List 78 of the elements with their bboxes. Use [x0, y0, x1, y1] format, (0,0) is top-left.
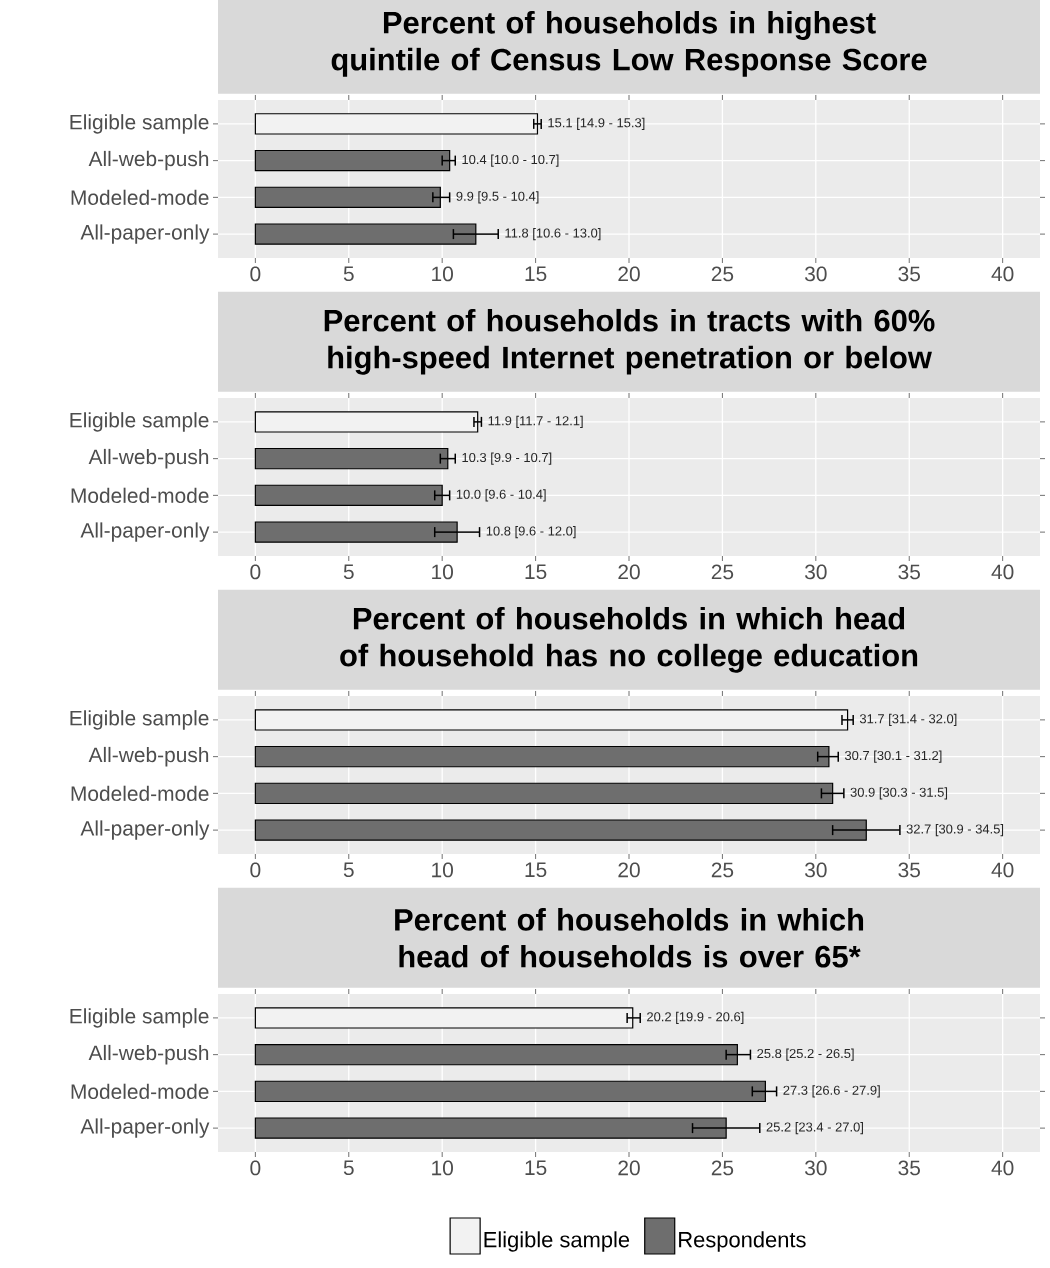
y-tick-label: Modeled-mode: [71, 1083, 209, 1100]
y-tick-label: All-web-push: [88, 746, 209, 767]
data-label: 9.9 [9.5 - 10.4]: [456, 191, 539, 204]
x-tick-label: 20: [618, 862, 640, 878]
data-label: 10.0 [9.6 - 10.4]: [456, 489, 546, 502]
x-tick-label: 25: [711, 862, 734, 878]
bar: [254, 223, 477, 245]
data-label: 10.8 [9.6 - 12.0]: [486, 526, 576, 539]
x-tick-label: 20: [618, 564, 640, 580]
x-tick-label: 5: [343, 1160, 354, 1176]
data-label: 15.1 [14.9 - 15.3]: [548, 117, 645, 130]
data-label: 25.8 [25.2 - 26.5]: [757, 1048, 854, 1061]
legend-label: Eligible sample: [484, 1231, 630, 1252]
x-tick-label: 20: [618, 1160, 640, 1176]
x-tick-label: 30: [804, 564, 827, 580]
x-tick-label: 35: [898, 266, 920, 282]
y-tick-label: All-paper-only: [80, 522, 210, 542]
x-tick-label: 5: [343, 862, 354, 878]
y-tick-label: All-paper-only: [80, 224, 210, 244]
data-label: 30.7 [30.1 - 31.2]: [844, 750, 942, 763]
data-label: 30.9 [30.3 - 31.5]: [850, 787, 948, 800]
legend-label: Respondents: [679, 1231, 806, 1252]
y-tick-label: All-web-push: [88, 150, 209, 171]
y-tick-label: Modeled-mode: [71, 189, 209, 206]
chart-title: Percent of households in which head of households is over 65*: [395, 908, 864, 968]
x-tick-label: 15: [525, 862, 547, 878]
x-tick-label: 10: [432, 266, 453, 282]
data-label: 11.9 [11.7 - 12.1]: [488, 415, 583, 428]
y-tick-label: Modeled-mode: [71, 785, 209, 802]
x-tick-label: 15: [525, 564, 547, 580]
chart-title: Percent of households in which head of household has no college education: [340, 606, 918, 673]
x-tick-label: 10: [432, 1160, 453, 1176]
x-tick-label: 40: [991, 564, 1014, 580]
data-label: 10.3 [9.9 - 10.7]: [462, 452, 552, 465]
x-tick-label: 35: [898, 1160, 920, 1176]
x-tick-label: 0: [250, 266, 261, 282]
y-tick-label: Modeled-mode: [71, 487, 209, 504]
x-tick-label: 0: [250, 862, 261, 878]
y-tick-label: Eligible sample: [70, 412, 209, 432]
y-tick-label: Eligible sample: [70, 710, 209, 730]
x-tick-label: 30: [804, 266, 827, 282]
y-tick-label: All-paper-only: [80, 820, 210, 840]
x-tick-label: 35: [898, 564, 920, 580]
data-label: 27.3 [26.6 - 27.9]: [783, 1085, 880, 1098]
data-label: 11.8 [10.6 - 13.0]: [505, 228, 601, 241]
y-tick-label: Eligible sample: [70, 114, 209, 134]
y-tick-label: All-web-push: [88, 448, 209, 469]
data-label: 32.7 [30.9 - 34.5]: [906, 824, 1004, 837]
data-label: 25.2 [23.4 - 27.0]: [766, 1122, 863, 1135]
x-tick-label: 20: [618, 266, 640, 282]
x-tick-label: 10: [432, 862, 453, 878]
y-tick-label: Eligible sample: [70, 1008, 209, 1028]
chart-title: Percent of households in tracts with 60% high-speed Internet penetration or below: [324, 308, 935, 375]
x-tick-label: 15: [525, 266, 547, 282]
y-tick-label: All-paper-only: [80, 1118, 210, 1138]
x-tick-label: 25: [711, 564, 734, 580]
x-tick-label: 30: [804, 1160, 827, 1176]
x-tick-label: 15: [525, 1160, 547, 1176]
x-tick-label: 0: [250, 564, 261, 580]
x-tick-label: 25: [711, 266, 734, 282]
x-tick-label: 40: [991, 266, 1014, 282]
data-label: 10.4 [10.0 - 10.7]: [462, 154, 559, 167]
x-tick-label: 35: [898, 862, 920, 878]
x-tick-label: 40: [991, 1160, 1014, 1176]
chart-title: Percent of households in highest quintile of Census Low Response Score: [331, 10, 927, 77]
x-tick-label: 0: [250, 1160, 261, 1176]
data-label: 31.7 [31.4 - 32.0]: [859, 713, 957, 726]
bar: [254, 149, 451, 172]
data-label: 20.2 [19.9 - 20.6]: [647, 1011, 744, 1024]
x-tick-label: 5: [343, 266, 354, 282]
bar: [254, 113, 539, 135]
y-tick-label: All-web-push: [88, 1044, 209, 1065]
x-tick-label: 25: [711, 1160, 734, 1176]
bar: [254, 1007, 634, 1029]
x-tick-label: 10: [432, 564, 453, 580]
x-tick-label: 5: [343, 564, 354, 580]
x-tick-label: 40: [991, 862, 1014, 878]
x-tick-label: 30: [804, 862, 827, 878]
